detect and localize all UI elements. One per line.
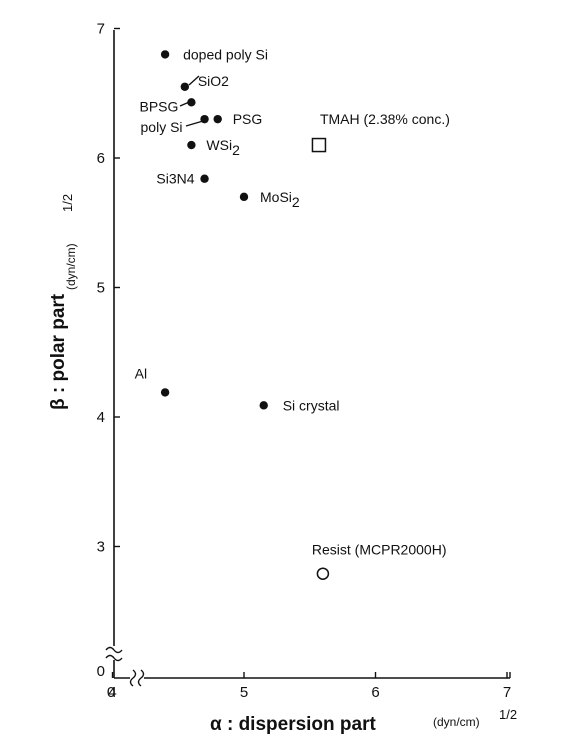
label-si3n4: Si3N4 [156, 171, 194, 187]
y-axis-unit-exponent: 1/2 [60, 194, 75, 212]
point-doped-poly-si [160, 50, 170, 59]
label-resist-mcpr2000h: Resist (MCPR2000H) [312, 542, 447, 558]
y-tick-label-4: 4 [97, 409, 105, 426]
y-axis-break [105, 646, 123, 662]
label-wsi: WSi2 [206, 137, 240, 158]
y-tick-label-5: 5 [97, 280, 105, 297]
point-si-crystal [259, 401, 268, 410]
point-sio2 [180, 82, 190, 91]
x-tick-label-6: 6 [371, 684, 379, 701]
y-axis-title: β : polar part [48, 293, 69, 410]
x-tick-label-5: 5 [240, 684, 248, 701]
x-axis-unit-exponent: 1/2 [499, 707, 517, 722]
x-axis-unit: (dyn/cm) [433, 715, 480, 729]
point-psg [213, 114, 222, 124]
point-wsi [187, 140, 196, 150]
y-tick-label-6: 6 [97, 150, 105, 167]
leader-line-sio2 [188, 75, 200, 86]
x-tick-label-4: 4 [108, 684, 116, 701]
label-doped-poly-si: doped poly Si [183, 46, 268, 62]
y-axis-unit: (dyn/cm) [64, 243, 78, 290]
y-tick-label-0: 0 [97, 663, 105, 680]
label-subscript-mosi: 2 [292, 194, 300, 210]
label-psg: PSG [233, 111, 263, 127]
y-tick-label-7: 7 [97, 21, 105, 38]
label-poly-si: poly Si [141, 119, 183, 135]
label-al: Al [135, 365, 147, 381]
y-tick-label-3: 3 [97, 539, 105, 556]
leader-line-bpsg [179, 99, 195, 107]
label-subscript-wsi: 2 [232, 142, 240, 158]
point-tmah-2-38-conc [311, 137, 327, 153]
point-si3n4 [200, 174, 209, 183]
x-axis-break [129, 669, 145, 687]
x-axis-title: α : dispersion part [210, 714, 376, 735]
point-al [160, 388, 170, 397]
point-resist-mcpr2000h [316, 567, 330, 580]
leader-line-poly-si [185, 120, 204, 127]
label-sio2: SiO2 [198, 73, 229, 89]
point-mosi [239, 192, 249, 202]
label-bpsg: BPSG [139, 98, 178, 114]
label-mosi: MoSi2 [260, 189, 300, 210]
label-tmah-2-38-conc: TMAH (2.38% conc.) [320, 111, 450, 127]
x-tick-label-7: 7 [503, 684, 511, 701]
x-tick-label-0: 0 [107, 684, 115, 701]
label-si-crystal: Si crystal [283, 397, 340, 413]
